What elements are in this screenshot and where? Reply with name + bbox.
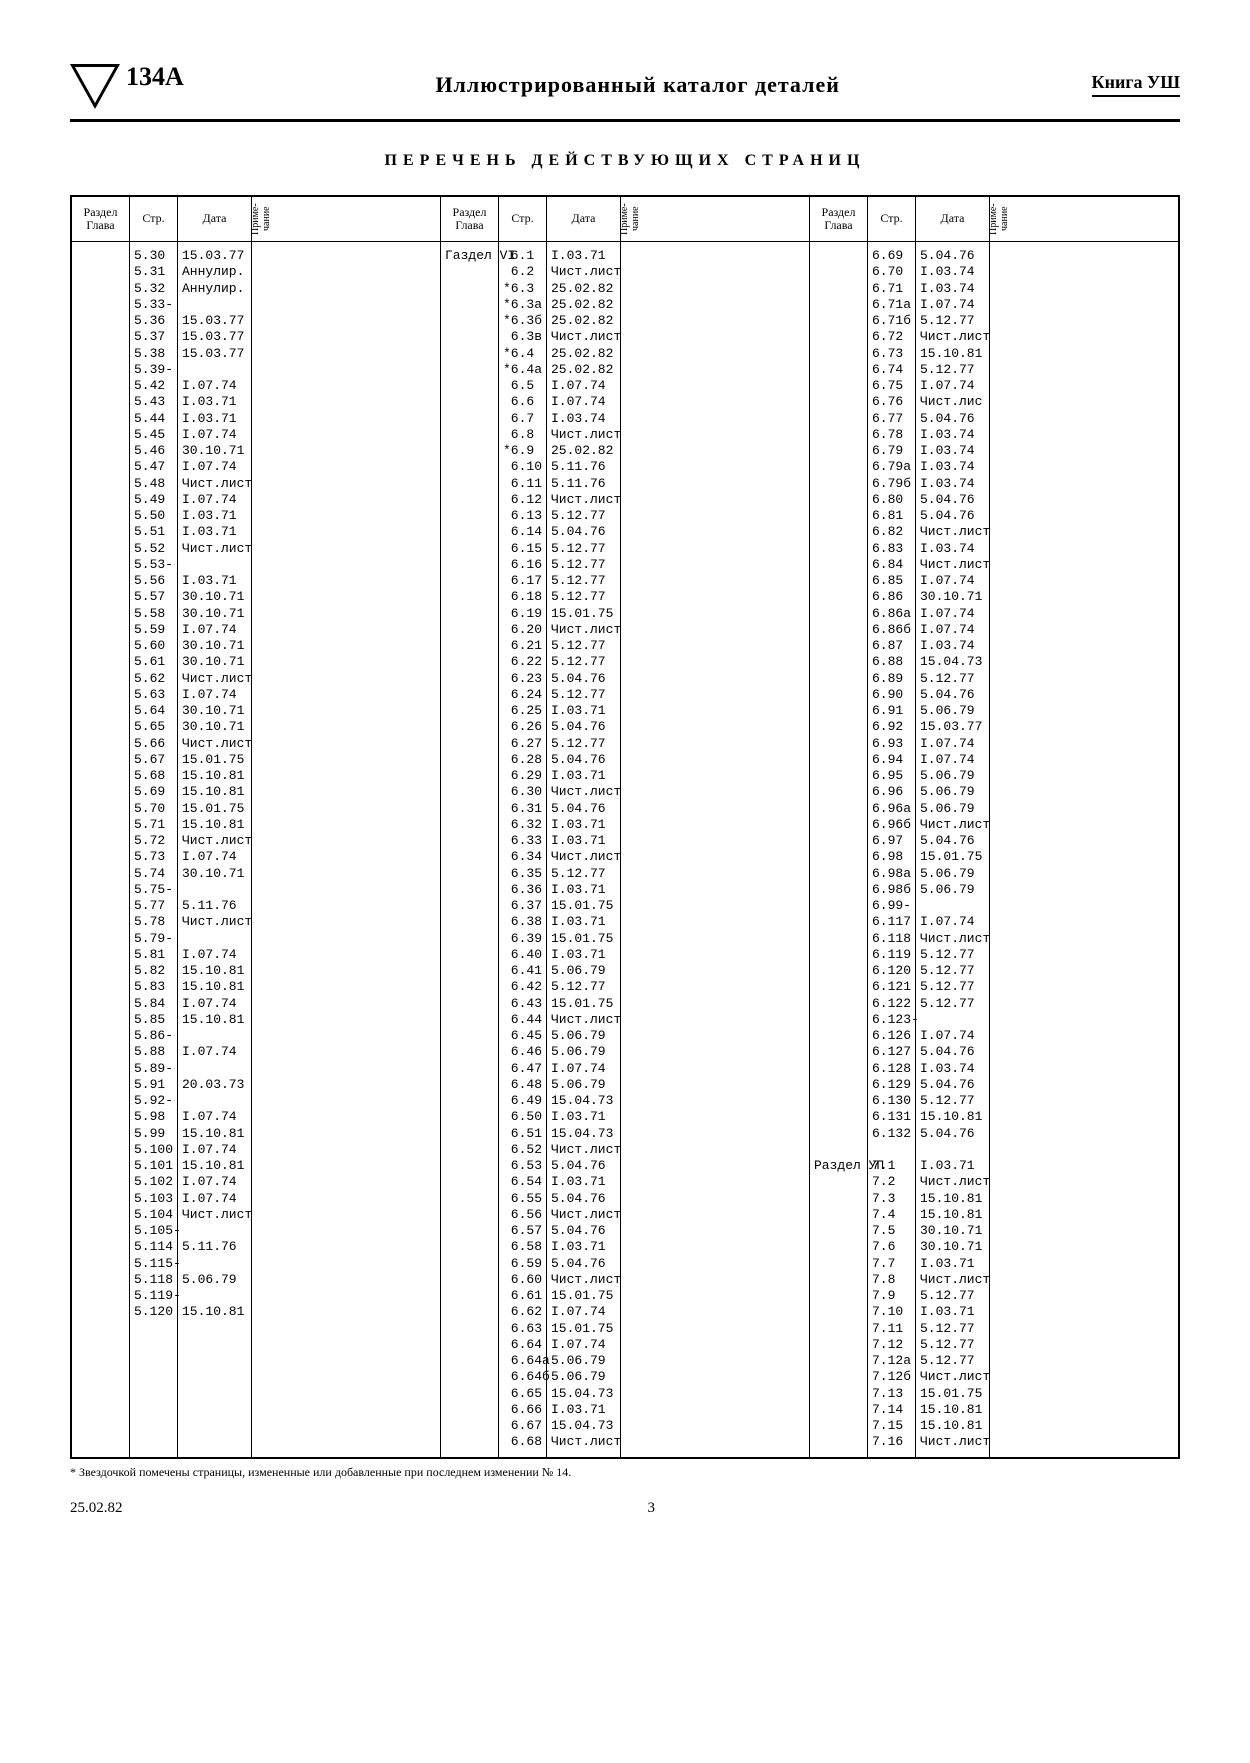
col-data-header: Дата: [547, 197, 621, 241]
col-note-header: Приме- чание: [621, 197, 639, 241]
col-glava-header: Раздел Глава: [72, 197, 130, 241]
col-str-header: Стр.: [130, 197, 178, 241]
header-rule: [70, 119, 1180, 122]
col-note: [621, 242, 639, 1457]
footer-page-number: 3: [648, 1500, 656, 1517]
col-note-header: Приме- чание: [990, 197, 1008, 241]
col-glava-header: Раздел Глава: [810, 197, 868, 241]
col-note: [252, 242, 270, 1457]
col-str: 6.1 6.2 *6.3 *6.3а *6.3б 6.3в *6.4 *6.4а…: [499, 242, 547, 1457]
col-glava: Газдел VI: [441, 242, 499, 1457]
col-str-header: Стр.: [499, 197, 547, 241]
section-title: ПЕРЕЧЕНЬ ДЕЙСТВУЮЩИХ СТРАНИЦ: [70, 152, 1180, 170]
footer-date: 25.02.82: [70, 1500, 123, 1517]
col-str-header: Стр.: [868, 197, 916, 241]
header-block-3: Раздел Глава Стр. Дата Приме- чание: [810, 197, 1178, 241]
col-note-header: Приме- чание: [252, 197, 270, 241]
col-glava-header: Раздел Глава: [441, 197, 499, 241]
asterisk-footnote: * Звездочкой помечены страницы, измененн…: [70, 1465, 1180, 1480]
page-header: Ту 134А Иллюстрированный каталог деталей…: [70, 60, 1180, 109]
model-number: 134А: [126, 62, 184, 92]
logo-area: Ту 134А: [70, 60, 184, 109]
logo-text: Ту: [77, 65, 91, 81]
book-label: Книга УШ: [1092, 72, 1180, 97]
col-data-header: Дата: [178, 197, 252, 241]
col-str: 5.30 5.31 5.32 5.33- 5.36 5.37 5.38 5.39…: [130, 242, 178, 1457]
body-block-3: Раздел УП 6.69 6.70 6.71 6.71а 6.71б 6.7…: [810, 242, 1178, 1457]
body-block-1: 5.30 5.31 5.32 5.33- 5.36 5.37 5.38 5.39…: [72, 242, 441, 1457]
page-footer: 25.02.82 3: [70, 1500, 1180, 1517]
table-header-row: Раздел Глава Стр. Дата Приме- чание Разд…: [72, 197, 1178, 242]
col-data-header: Дата: [916, 197, 990, 241]
header-block-2: Раздел Глава Стр. Дата Приме- чание: [441, 197, 810, 241]
col-glava: Раздел УП: [810, 242, 868, 1457]
logo-triangle-icon: Ту: [70, 64, 120, 109]
body-block-2: Газдел VI 6.1 6.2 *6.3 *6.3а *6.3б 6.3в …: [441, 242, 810, 1457]
col-data: 15.03.77 Аннулир. Аннулир. 15.03.77 15.0…: [178, 242, 252, 1457]
col-glava: [72, 242, 130, 1457]
document-title: Иллюстрированный каталог деталей: [204, 72, 1072, 98]
table-body: 5.30 5.31 5.32 5.33- 5.36 5.37 5.38 5.39…: [72, 242, 1178, 1457]
col-note: [990, 242, 1008, 1457]
header-block-1: Раздел Глава Стр. Дата Приме- чание: [72, 197, 441, 241]
col-data: 5.04.76 I.03.74 I.03.74 I.07.74 5.12.77 …: [916, 242, 990, 1457]
col-data: I.03.71 Чист.лист 25.02.82 25.02.82 25.0…: [547, 242, 621, 1457]
pages-table: Раздел Глава Стр. Дата Приме- чание Разд…: [70, 195, 1180, 1459]
col-str: 6.69 6.70 6.71 6.71а 6.71б 6.72 6.73 6.7…: [868, 242, 916, 1457]
